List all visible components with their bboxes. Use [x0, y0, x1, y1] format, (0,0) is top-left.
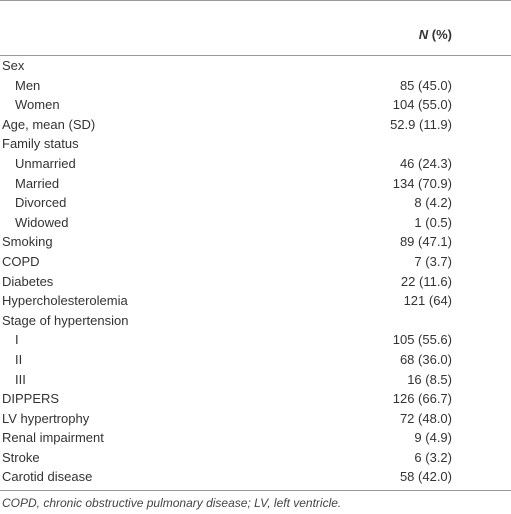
table-row: LV hypertrophy 72 (48.0): [0, 409, 511, 429]
row-value: 126 (66.7): [392, 391, 452, 407]
row-value: 105 (55.6): [392, 332, 452, 348]
row-value: 1 (0.5): [414, 214, 452, 230]
row-label: DIPPERS: [2, 391, 60, 407]
table-row: Family status: [0, 134, 511, 154]
table-row: Carotid disease 58 (42.0): [0, 467, 511, 490]
row-label: Renal impairment: [2, 430, 104, 446]
table-row: Unmarried 46 (24.3): [0, 154, 511, 174]
row-value: 9 (4.9): [414, 430, 452, 446]
sub-row-label: Unmarried: [15, 155, 76, 171]
row-value: 85 (45.0): [399, 77, 452, 93]
header-label-cell: [0, 1, 263, 56]
sub-row-label: Widowed: [15, 214, 69, 230]
table-body: Sex Men 85 (45.0) Women 104 (55.0) Age, mean …: [0, 56, 511, 491]
row-label: Stage of hypertension: [2, 312, 129, 328]
table-row: COPD 7 (3.7): [0, 252, 511, 272]
row-label: Sex: [2, 58, 25, 73]
row-label: Hypercholesterolemia: [2, 293, 128, 309]
table-row: III 16 (8.5): [0, 370, 511, 390]
row-label: LV hypertrophy: [2, 410, 90, 426]
header-pct: (%): [431, 26, 452, 42]
row-label: Diabetes: [2, 273, 54, 289]
table-row: DIPPERS 126 (66.7): [0, 389, 511, 409]
table-row: Stage of hypertension: [0, 311, 511, 331]
table-row: Renal impairment 9 (4.9): [0, 428, 511, 448]
row-value: 7 (3.7): [414, 253, 452, 269]
table-row: Women 104 (55.0): [0, 95, 511, 115]
row-value: 134 (70.9): [392, 175, 452, 191]
sub-row-label: Divorced: [15, 195, 67, 211]
header-n: N: [418, 26, 429, 42]
empty-cell: [263, 134, 511, 154]
table-row: II 68 (36.0): [0, 350, 511, 370]
sub-row-label: Married: [15, 175, 60, 191]
row-label: Stroke: [2, 449, 40, 465]
sub-row-label: II: [15, 351, 23, 367]
row-value: 104 (55.0): [392, 97, 452, 113]
row-value: 8 (4.2): [414, 195, 452, 211]
sub-row-label: I: [15, 332, 19, 348]
row-label: Carotid disease: [2, 469, 93, 485]
empty-cell: [263, 56, 511, 76]
row-value: 68 (36.0): [399, 351, 452, 367]
sub-row-label: III: [15, 371, 26, 387]
row-value: 58 (42.0): [399, 469, 452, 485]
table-header: N (%): [0, 0, 511, 56]
table-row: Smoking 89 (47.1): [0, 232, 511, 252]
table-row: Age, mean (SD) 52.9 (11.9): [0, 115, 511, 135]
table-row: Married 134 (70.9): [0, 174, 511, 194]
header-row: N (%): [0, 0, 511, 56]
table-row: Hypercholesterolemia 121 (64): [0, 291, 511, 311]
header-value-cell: N (%): [263, 1, 511, 56]
row-label: Smoking: [2, 234, 53, 250]
table-row: Diabetes 22 (11.6): [0, 272, 511, 292]
footnote: COPD, chronic obstructive pulmonary dise…: [2, 496, 342, 510]
table-row: Divorced 8 (4.2): [0, 193, 511, 213]
table-row: Widowed 1 (0.5): [0, 213, 511, 233]
row-value: 16 (8.5): [407, 371, 452, 387]
table: N (%) Sex Men 85 (45.0) Women 104 (55.0) Age,…: [0, 0, 511, 491]
row-value: 52.9 (11.9): [390, 116, 452, 132]
row-label: Age, mean (SD): [2, 116, 96, 132]
row-value: 46 (24.3): [399, 155, 452, 171]
sub-row-label: Women: [15, 97, 60, 113]
row-value: 6 (3.2): [414, 449, 452, 465]
row-value: 22 (11.6): [400, 273, 452, 289]
empty-cell: [263, 311, 511, 331]
row-label: COPD: [2, 253, 40, 269]
sub-row-label: Men: [15, 77, 41, 93]
table-row: Stroke 6 (3.2): [0, 448, 511, 468]
row-value: 89 (47.1): [399, 234, 452, 250]
table-row: Men 85 (45.0): [0, 76, 511, 96]
row-value: 72 (48.0): [399, 410, 452, 426]
row-label: Family status: [2, 136, 79, 152]
row-value: 121 (64): [403, 293, 452, 309]
table-row: Sex: [0, 56, 511, 76]
table-row: I 105 (55.6): [0, 330, 511, 350]
